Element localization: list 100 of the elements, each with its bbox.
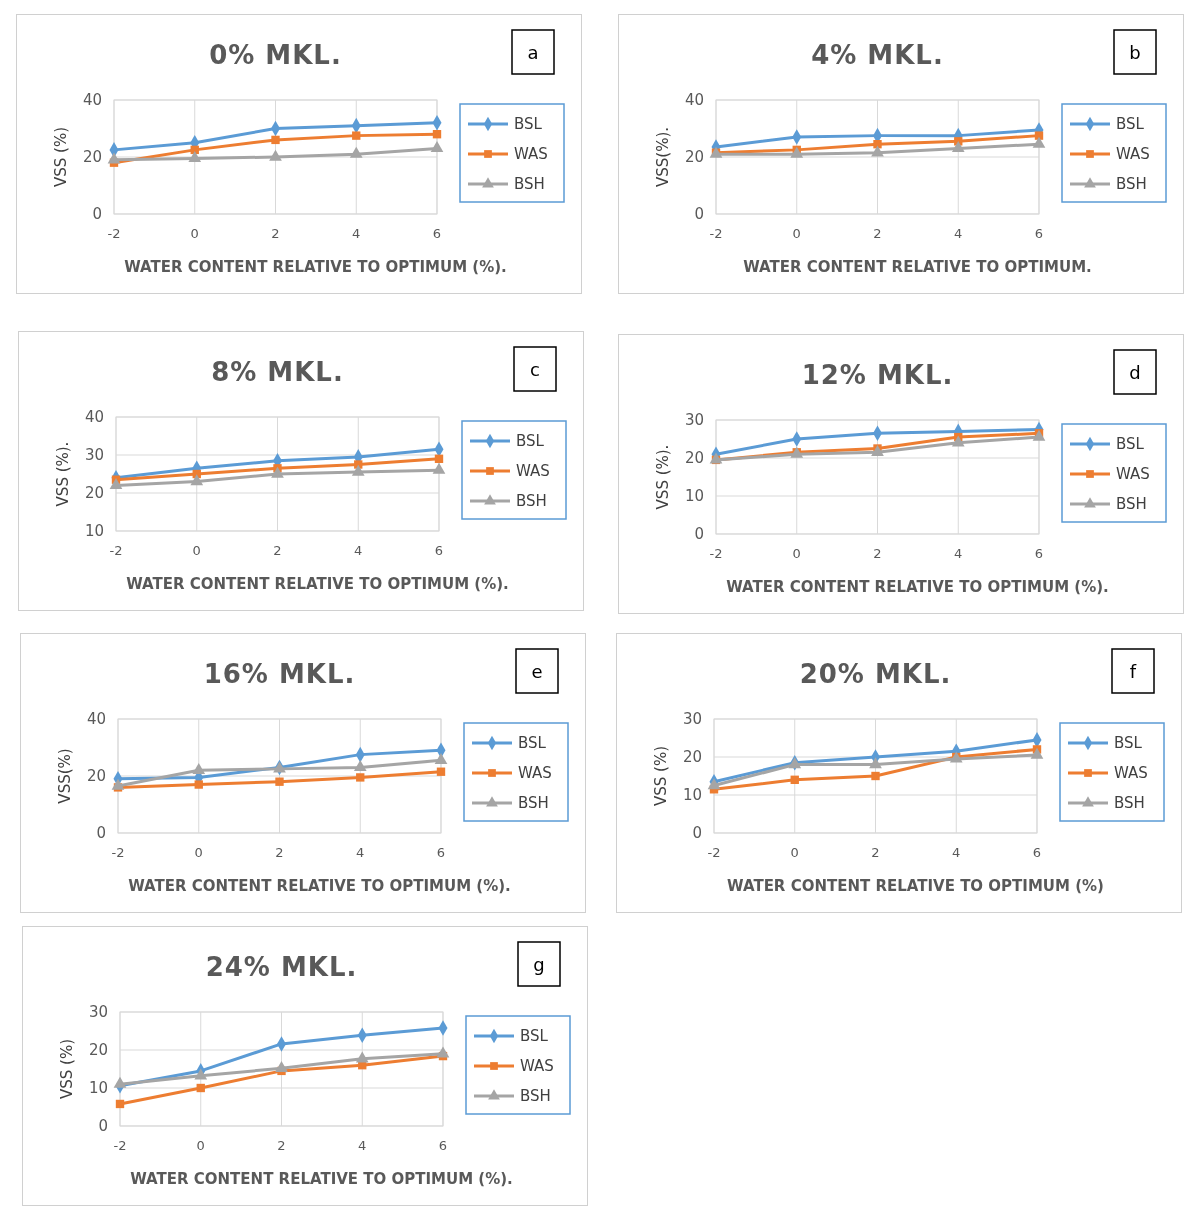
y-tick-label: 0 xyxy=(694,525,704,544)
y-tick-label: 10 xyxy=(684,487,704,506)
legend-label: BSH xyxy=(516,492,547,511)
y-tick-label: 20 xyxy=(684,148,704,167)
chart-title: 0% MKL. xyxy=(209,40,342,70)
legend-label: BSL xyxy=(520,1027,549,1046)
chart-title: 12% MKL. xyxy=(801,360,954,390)
y-tick-label: 40 xyxy=(82,91,102,110)
y-tick-label: 20 xyxy=(84,484,104,503)
text: a xyxy=(527,42,539,63)
legend-label: BSL xyxy=(518,734,547,753)
x-tick-label: 0 xyxy=(196,1138,205,1153)
text: f xyxy=(1129,661,1137,682)
x-axis-title: WATER CONTENT RELATIVE TO OPTIMUM (%). xyxy=(126,575,509,593)
x-tick-label: 0 xyxy=(792,226,801,241)
x-tick-label: 0 xyxy=(194,845,203,860)
y-tick-label: 30 xyxy=(682,710,702,729)
x-axis-title: WATER CONTENT RELATIVE TO OPTIMUM (%). xyxy=(726,578,1109,596)
y-axis-title: VSS (%) xyxy=(52,126,70,188)
legend-label: BSH xyxy=(1114,794,1145,813)
y-tick-label: 10 xyxy=(682,786,702,805)
text: c xyxy=(530,359,540,380)
y-tick-label: 0 xyxy=(694,205,704,224)
x-tick-label: 6 xyxy=(432,226,442,241)
y-tick-label: 30 xyxy=(684,411,704,430)
y-tick-label: 10 xyxy=(88,1079,108,1098)
text: b xyxy=(1129,42,1141,63)
x-tick-label: -2 xyxy=(707,845,721,860)
x-tick-label: -2 xyxy=(109,543,123,558)
chart-title: 16% MKL. xyxy=(203,659,356,689)
y-axis-title: VSS (%) xyxy=(58,1038,76,1100)
x-tick-label: -2 xyxy=(107,226,121,241)
y-tick-label: 20 xyxy=(684,449,704,468)
x-axis-title: WATER CONTENT RELATIVE TO OPTIMUM (%). xyxy=(130,1170,513,1188)
x-tick-label: -2 xyxy=(709,226,723,241)
x-tick-label: 4 xyxy=(352,226,361,241)
x-tick-label: 4 xyxy=(356,845,365,860)
legend-label: WAS xyxy=(1116,145,1150,164)
x-axis-title: WATER CONTENT RELATIVE TO OPTIMUM (%). xyxy=(128,877,511,895)
x-tick-label: 6 xyxy=(438,1138,448,1153)
chart-title: 24% MKL. xyxy=(205,952,358,982)
legend-label: BSL xyxy=(1116,115,1145,134)
y-tick-label: 0 xyxy=(92,205,102,224)
x-tick-label: 4 xyxy=(954,226,963,241)
legend-label: WAS xyxy=(518,764,552,783)
x-tick-label: 4 xyxy=(952,845,961,860)
y-tick-label: 40 xyxy=(84,408,104,427)
y-tick-label: 20 xyxy=(88,1041,108,1060)
legend-label: BSL xyxy=(514,115,543,134)
legend-label: WAS xyxy=(1116,465,1150,484)
x-tick-label: -2 xyxy=(111,845,125,860)
x-tick-label: 0 xyxy=(790,845,799,860)
x-tick-label: 4 xyxy=(358,1138,367,1153)
x-axis-title: WATER CONTENT RELATIVE TO OPTIMUM. xyxy=(743,258,1092,276)
x-tick-label: 4 xyxy=(954,546,963,561)
y-tick-label: 10 xyxy=(84,522,104,541)
x-tick-label: 2 xyxy=(277,1138,286,1153)
x-tick-label: 2 xyxy=(871,845,880,860)
y-tick-label: 0 xyxy=(692,824,702,843)
x-tick-label: 6 xyxy=(434,543,444,558)
x-tick-label: 6 xyxy=(1034,546,1044,561)
text: e xyxy=(531,661,543,682)
x-tick-label: 0 xyxy=(792,546,801,561)
y-axis-title: VSS (%). xyxy=(654,444,672,510)
y-axis-title: VSS(%) xyxy=(56,748,74,804)
y-tick-label: 0 xyxy=(98,1117,108,1136)
legend-label: BSH xyxy=(1116,175,1147,194)
x-axis-title: WATER CONTENT RELATIVE TO OPTIMUM (%). xyxy=(124,258,507,276)
legend-label: BSL xyxy=(1114,734,1143,753)
x-tick-label: 6 xyxy=(436,845,446,860)
x-tick-label: -2 xyxy=(113,1138,127,1153)
x-tick-label: 2 xyxy=(873,226,882,241)
legend-label: BSH xyxy=(518,794,549,813)
y-tick-label: 0 xyxy=(96,824,106,843)
x-tick-label: 2 xyxy=(273,543,282,558)
x-axis-title: WATER CONTENT RELATIVE TO OPTIMUM (%) xyxy=(727,877,1104,895)
x-tick-label: 2 xyxy=(271,226,280,241)
x-tick-label: -2 xyxy=(709,546,723,561)
x-tick-label: 6 xyxy=(1032,845,1042,860)
y-tick-label: 20 xyxy=(82,148,102,167)
x-tick-label: 2 xyxy=(873,546,882,561)
y-tick-label: 20 xyxy=(682,748,702,767)
legend-label: BSH xyxy=(514,175,545,194)
legend-label: BSH xyxy=(520,1087,551,1106)
y-tick-label: 30 xyxy=(88,1003,108,1022)
chart-title: 20% MKL. xyxy=(799,659,952,689)
legend-label: WAS xyxy=(520,1057,554,1076)
text: d xyxy=(1129,362,1141,383)
chart-title: 4% MKL. xyxy=(811,40,944,70)
legend-label: BSL xyxy=(516,432,545,451)
x-tick-label: 0 xyxy=(190,226,199,241)
x-tick-label: 0 xyxy=(192,543,201,558)
text: g xyxy=(533,954,545,975)
y-axis-title: VSS (%) xyxy=(652,745,670,807)
legend-label: BSL xyxy=(1116,435,1145,454)
legend-label: WAS xyxy=(1114,764,1148,783)
y-tick-label: 20 xyxy=(86,767,106,786)
legend-label: BSH xyxy=(1116,495,1147,514)
y-axis-title: VSS(%). xyxy=(654,126,672,188)
y-tick-label: 30 xyxy=(84,446,104,465)
